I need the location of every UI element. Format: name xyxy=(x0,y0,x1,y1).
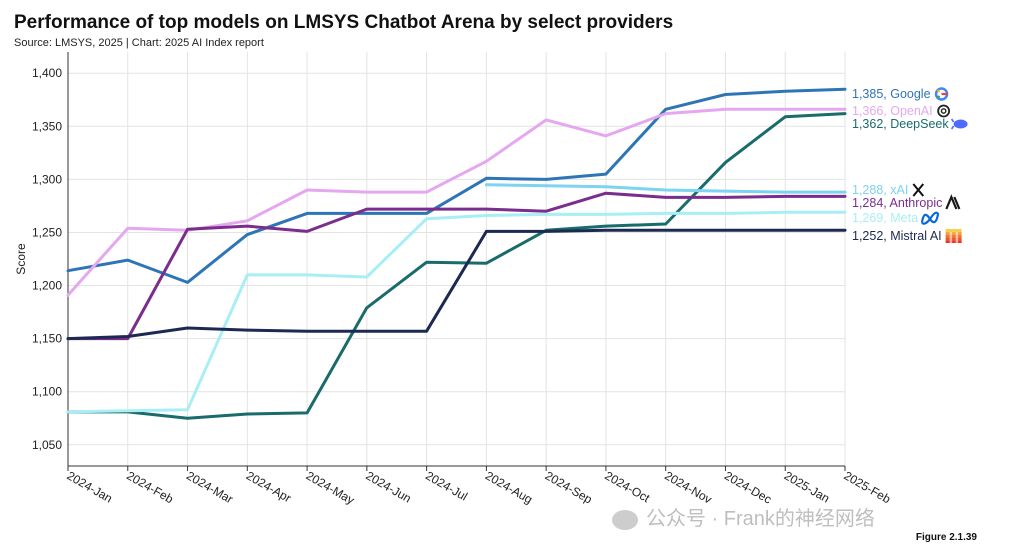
series-line-meta xyxy=(66,210,847,414)
deepseek-icon xyxy=(950,118,968,130)
x-tick-label: 2024-Apr xyxy=(244,468,294,505)
x-tick-label: 2024-Mar xyxy=(184,468,235,506)
x-tick-label: 2024-Aug xyxy=(483,468,535,506)
anthropic-icon xyxy=(945,194,961,210)
x-tick-label: 2024-May xyxy=(304,468,357,507)
y-tick-label: 1,400 xyxy=(32,66,62,80)
end-label-deepseek: 1,362, DeepSeek xyxy=(852,117,949,131)
x-tick-label: 2024-Nov xyxy=(662,468,714,506)
y-tick-label: 1,050 xyxy=(32,438,62,452)
xai-icon xyxy=(912,183,925,197)
figure-label: Figure 2.1.39 xyxy=(915,532,977,543)
y-tick-label: 1,100 xyxy=(32,385,62,399)
mistral-icon xyxy=(945,229,962,243)
x-tick-label: 2024-Feb xyxy=(124,468,176,506)
series-line-openai xyxy=(66,107,847,297)
end-label-google: 1,385, Google xyxy=(852,87,931,101)
watermark: 公众号 · Frank的神经网络 xyxy=(612,502,875,531)
chart-title: Performance of top models on LMSYS Chatb… xyxy=(14,12,674,33)
y-tick-label: 1,150 xyxy=(32,332,62,346)
x-tick-label: 2025-Feb xyxy=(842,468,894,506)
x-tick-label: 2024-Jun xyxy=(363,468,413,505)
y-tick-label: 1,250 xyxy=(32,225,62,239)
x-tick-label: 2024-Oct xyxy=(602,468,652,505)
end-label-meta: 1,269, Meta xyxy=(852,211,918,225)
gridlines xyxy=(67,52,846,466)
chart-subtitle: Source: LMSYS, 2025 | Chart: 2025 AI Ind… xyxy=(14,37,264,49)
y-axis-title: Score xyxy=(14,243,28,275)
end-label-openai: 1,366, OpenAI xyxy=(852,104,933,118)
openai-icon xyxy=(937,104,951,118)
end-label-anthropic: 1,284, Anthropic xyxy=(852,196,942,210)
y-tick-label: 1,350 xyxy=(32,119,62,133)
google-icon xyxy=(934,87,949,101)
series-lines xyxy=(66,87,847,420)
series-line-xai xyxy=(484,183,847,194)
series-line-mistral-ai xyxy=(66,228,847,341)
x-tick-label: 2025-Jan xyxy=(782,468,832,505)
meta-icon xyxy=(920,211,940,225)
y-tick-label: 1,300 xyxy=(32,172,62,186)
y-tick-label: 1,200 xyxy=(32,279,62,293)
end-label-mistral-ai: 1,252, Mistral AI xyxy=(852,229,942,243)
x-tick-label: 2024-Sep xyxy=(543,468,595,506)
series-line-deepseek xyxy=(66,112,847,420)
series-line-google xyxy=(66,87,847,284)
wechat-logo-icon xyxy=(612,509,638,530)
x-tick-label: 2024-Dec xyxy=(722,468,774,506)
series-line-anthropic xyxy=(66,191,847,341)
x-tick-label: 2024-Jan xyxy=(65,468,115,505)
watermark-text: 公众号 · Frank的神经网络 xyxy=(646,508,875,530)
end-label-xai: 1,288, xAI xyxy=(852,183,908,197)
axes: 1,050 1,100 1,150 1,200 1,250 1,300 1,350 1,400… xyxy=(14,52,893,507)
x-tick-label: 2024-Jul xyxy=(423,468,470,503)
